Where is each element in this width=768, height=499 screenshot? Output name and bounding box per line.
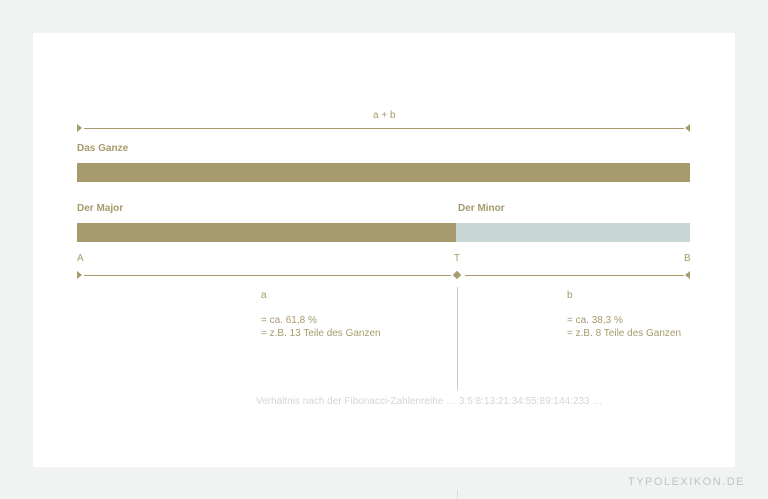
major-bar: [77, 223, 456, 242]
whole-line-start-arrow: [77, 124, 82, 132]
segment-a-name: a: [261, 290, 267, 301]
brand-wordmark: TYPOLEXIKON.DE: [628, 476, 745, 488]
diagram-card: [33, 33, 735, 467]
segment-line-end-arrow: [685, 271, 690, 279]
segment-b-line: [465, 275, 684, 276]
whole-measure-line: [84, 128, 684, 129]
minor-caption: Der Minor: [458, 203, 505, 214]
whole-length-label: a + b: [373, 110, 396, 121]
segment-line-start-arrow: [77, 271, 82, 279]
point-t-label: T: [454, 253, 461, 264]
segment-a-line: [84, 275, 451, 276]
bottom-tick: [457, 490, 458, 499]
point-b-label: B: [684, 253, 691, 264]
whole-line-end-arrow: [685, 124, 690, 132]
minor-bar: [456, 223, 690, 242]
major-caption: Der Major: [77, 203, 124, 214]
segment-a-parts: = z.B. 13 Teile des Ganzen: [261, 328, 381, 339]
point-a-label: A: [77, 253, 84, 264]
whole-caption: Das Ganze: [77, 143, 129, 154]
whole-bar: [77, 163, 690, 182]
segment-b-percent: = ca. 38,3 %: [567, 315, 623, 326]
segment-a-percent: = ca. 61,8 %: [261, 315, 317, 326]
segment-b-name: b: [567, 290, 573, 301]
segment-b-parts: = z.B. 8 Teile des Ganzen: [567, 328, 682, 339]
section-divider: [457, 287, 458, 390]
fibonacci-note: Verhältnis nach der Fibonacci-Zahlenreih…: [256, 396, 603, 407]
